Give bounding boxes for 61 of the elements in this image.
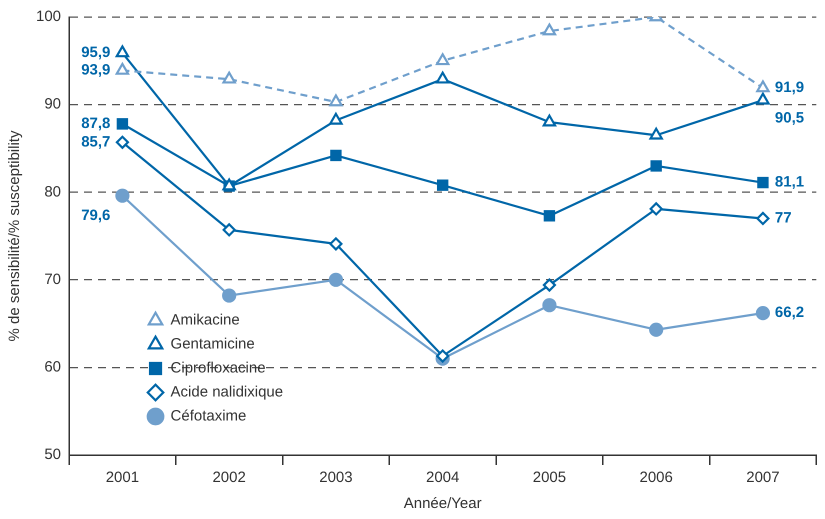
point (756, 212, 770, 226)
point (757, 176, 769, 188)
y-tick-label: 50 (44, 446, 62, 464)
point (329, 237, 343, 250)
point (436, 53, 450, 66)
x-tick-label: 2003 (319, 469, 353, 486)
point (542, 23, 556, 36)
point (222, 72, 236, 84)
point (756, 306, 770, 320)
point (115, 188, 130, 203)
point (436, 72, 450, 84)
x-tick-label: 2007 (746, 469, 780, 486)
data-label: 77 (774, 210, 792, 227)
data-label: 79,6 (81, 206, 110, 224)
x-tick-label: 2002 (212, 469, 246, 486)
y-tick-label: 90 (44, 96, 62, 113)
legend-label: Gentamicine (170, 336, 255, 353)
point (756, 80, 770, 92)
y-tick-label: 100 (36, 8, 62, 26)
point (436, 179, 448, 191)
point (116, 136, 130, 149)
point (222, 288, 236, 303)
x-axis-title: Année/Year (404, 495, 482, 512)
data-label: 90,5 (774, 109, 804, 126)
point (649, 322, 664, 337)
point (544, 210, 556, 222)
data-label: 93,9 (81, 62, 110, 79)
point (650, 202, 663, 216)
point (436, 349, 450, 363)
point (222, 223, 236, 236)
legend-label: Céfotaxime (170, 408, 246, 425)
point (329, 112, 343, 125)
y-tick-label: 60 (44, 358, 62, 376)
legend-label: Amikacine (170, 312, 240, 329)
point (542, 114, 556, 126)
point (116, 118, 128, 130)
point (542, 278, 556, 292)
point (756, 92, 770, 105)
x-tick-label: 2006 (639, 469, 673, 486)
data-label: 81,1 (774, 174, 804, 191)
point (116, 45, 130, 58)
data-label: 85,7 (81, 133, 110, 150)
x-tick-label: 2005 (532, 469, 566, 486)
x-tick-label: 2004 (426, 469, 460, 486)
y-tick-label: 80 (44, 183, 62, 200)
legend-label: Ciprofloxacine (170, 360, 266, 377)
point (328, 272, 344, 287)
y-axis-title: % de sensibilité/% susceptibility (6, 130, 24, 342)
point (116, 62, 130, 75)
point (542, 298, 557, 312)
data-label: 95,9 (81, 44, 110, 62)
legend-label: Acide nalidixique (170, 384, 284, 401)
point (650, 160, 662, 172)
y-tick-label: 70 (44, 270, 62, 288)
point (330, 150, 342, 162)
data-label: 87,8 (81, 115, 110, 132)
x-tick-label: 2001 (106, 469, 140, 486)
point (649, 128, 663, 140)
point (329, 94, 343, 106)
data-label: 91,9 (774, 79, 804, 96)
data-label: 66,2 (774, 304, 804, 322)
